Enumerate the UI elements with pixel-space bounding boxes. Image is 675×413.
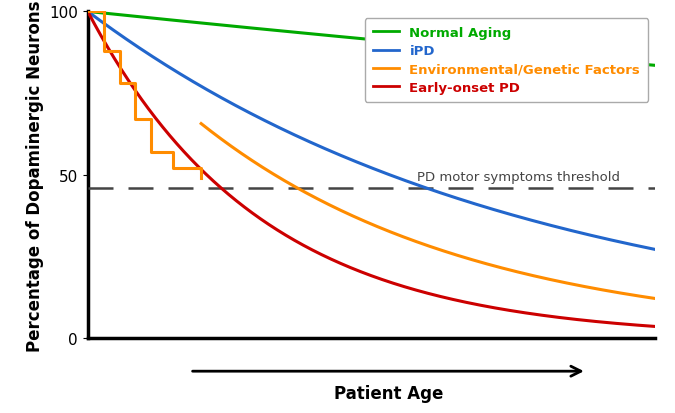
Legend: Normal Aging, iPD, Environmental/Genetic Factors, Early-onset PD: Normal Aging, iPD, Environmental/Genetic… (364, 19, 648, 102)
Y-axis label: Percentage of Dopaminergic Neurons: Percentage of Dopaminergic Neurons (26, 0, 44, 351)
Text: Patient Age: Patient Age (333, 385, 443, 402)
Text: PD motor symptoms threshold: PD motor symptoms threshold (416, 171, 620, 184)
